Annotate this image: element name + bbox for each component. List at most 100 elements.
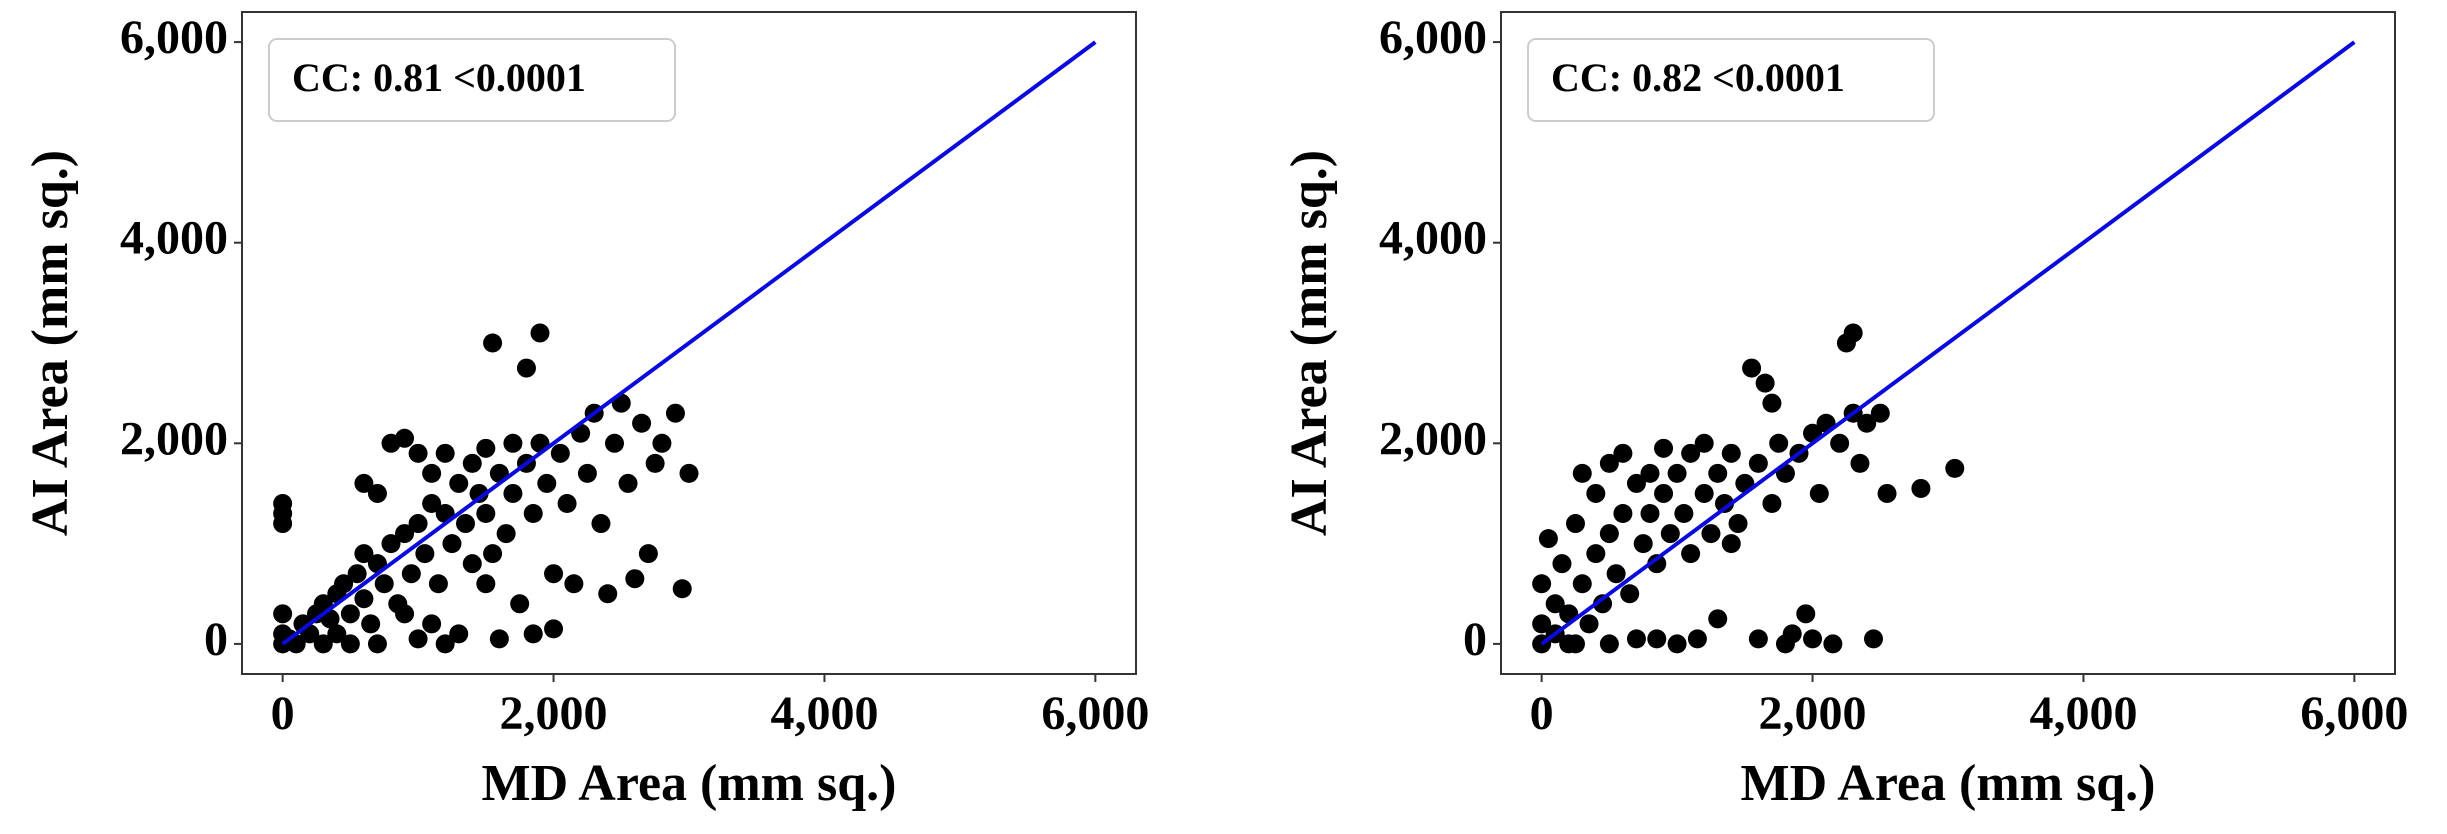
- scatter-point: [1701, 524, 1721, 544]
- x-tick-label: 2,000: [1759, 687, 1867, 740]
- y-tick-label: 2,000: [1379, 412, 1487, 465]
- scatter-point: [449, 473, 469, 493]
- scatter-point: [354, 473, 374, 493]
- scatter-point: [1769, 433, 1789, 453]
- scatter-point: [1532, 614, 1552, 634]
- scatter-point: [1803, 629, 1823, 649]
- scatter-point: [462, 453, 482, 473]
- scatter-point: [530, 323, 550, 343]
- scatter-point: [1796, 604, 1816, 624]
- y-axis-label: AI Area (mm sq.): [1281, 150, 1338, 536]
- scatter-point: [476, 504, 496, 524]
- scatter-point: [1593, 594, 1613, 614]
- scatter-point: [428, 574, 448, 594]
- scatter-point: [618, 473, 638, 493]
- scatter-point: [1755, 373, 1775, 393]
- scatter-point: [415, 544, 435, 564]
- scatter-point: [1613, 443, 1633, 463]
- scatter-point: [422, 463, 442, 483]
- scatter-point: [523, 624, 543, 644]
- x-axis-label: MD Area (mm sq.): [482, 755, 897, 812]
- scatter-point: [1877, 483, 1897, 503]
- scatter-point: [1681, 443, 1701, 463]
- scatter-point: [476, 438, 496, 458]
- scatter-point: [550, 443, 570, 463]
- scatter-point: [1823, 634, 1843, 654]
- scatter-point: [1633, 534, 1653, 554]
- scatter-point: [442, 534, 462, 554]
- scatter-point: [1762, 393, 1782, 413]
- plot-frame: [1500, 11, 2396, 675]
- scatter-point: [1694, 433, 1714, 453]
- scatter-point: [395, 428, 415, 448]
- scatter-point: [1538, 529, 1558, 549]
- scatter-point: [1626, 629, 1646, 649]
- scatter-point: [435, 443, 455, 463]
- plot-frame: [241, 11, 1137, 675]
- scatter-point: [1532, 574, 1552, 594]
- scatter-point: [395, 604, 415, 624]
- scatter-point: [1647, 629, 1667, 649]
- scatter-point: [273, 604, 293, 624]
- scatter-point: [1708, 463, 1728, 483]
- scatter-point: [408, 443, 428, 463]
- scatter-point: [625, 569, 645, 589]
- x-tick-label: 0: [1530, 687, 1554, 740]
- scatter-point: [1613, 504, 1633, 524]
- scatter-point: [605, 433, 624, 453]
- scatter-point: [1654, 483, 1674, 503]
- annotation: CC: 0.81 <0.0001: [292, 55, 586, 100]
- scatter-point: [395, 524, 415, 544]
- scatter-point: [503, 433, 523, 453]
- scatter-point: [1721, 534, 1741, 554]
- scatter-point: [1599, 634, 1619, 654]
- scatter-point: [422, 614, 442, 634]
- scatter-point: [503, 483, 523, 503]
- scatter-point: [1674, 504, 1694, 524]
- scatter-point: [510, 594, 530, 614]
- scatter-point: [672, 579, 692, 599]
- y-tick-label: 0: [204, 613, 228, 666]
- scatter-point: [1708, 609, 1728, 629]
- scatter-point: [273, 493, 293, 513]
- x-tick-label: 6,000: [1041, 687, 1149, 740]
- scatter-point: [1620, 584, 1640, 604]
- scatter-point: [1566, 634, 1585, 654]
- scatter-point: [354, 589, 374, 609]
- scatter-point: [557, 493, 577, 513]
- scatter-point: [1647, 554, 1667, 574]
- chart: 0 2,000 4,000 6,000 0 2,000 4,000 6,000 MD Area …: [1281, 11, 2408, 812]
- scatter-point: [1687, 629, 1707, 649]
- scatter-point: [1782, 624, 1802, 644]
- scatter-point: [1748, 629, 1768, 649]
- scatter-point: [483, 333, 503, 353]
- scatter-point: [1742, 358, 1762, 378]
- scatter-point: [1606, 564, 1626, 584]
- scatter-point: [334, 574, 354, 594]
- scatter-point: [1667, 463, 1687, 483]
- y-axis-label: AI Area (mm sq.): [22, 150, 79, 536]
- scatter-point: [645, 453, 665, 473]
- scatter-point: [544, 564, 564, 584]
- scatter-point: [1911, 478, 1931, 498]
- scatter-point: [449, 624, 469, 644]
- scatter-point: [1572, 574, 1592, 594]
- scatter-point: [652, 433, 672, 453]
- scatter-point: [537, 473, 557, 493]
- scatter-point: [469, 483, 489, 503]
- y-tick-label: 4,000: [120, 212, 228, 265]
- scatter-point: [313, 634, 333, 654]
- scatter-point: [632, 413, 652, 433]
- scatter-point: [1660, 524, 1680, 544]
- scatter-point: [1566, 514, 1585, 534]
- scatter-point: [1945, 458, 1965, 478]
- scatter-point: [679, 463, 699, 483]
- scatter-point: [476, 574, 496, 594]
- scatter-point: [435, 634, 455, 654]
- scatter-point: [408, 629, 428, 649]
- y-tick-label: 4,000: [1379, 212, 1487, 265]
- identity-line: [281, 40, 1097, 646]
- scatter-point: [340, 634, 360, 654]
- scatter-point: [577, 463, 597, 483]
- scatter-point: [422, 493, 442, 513]
